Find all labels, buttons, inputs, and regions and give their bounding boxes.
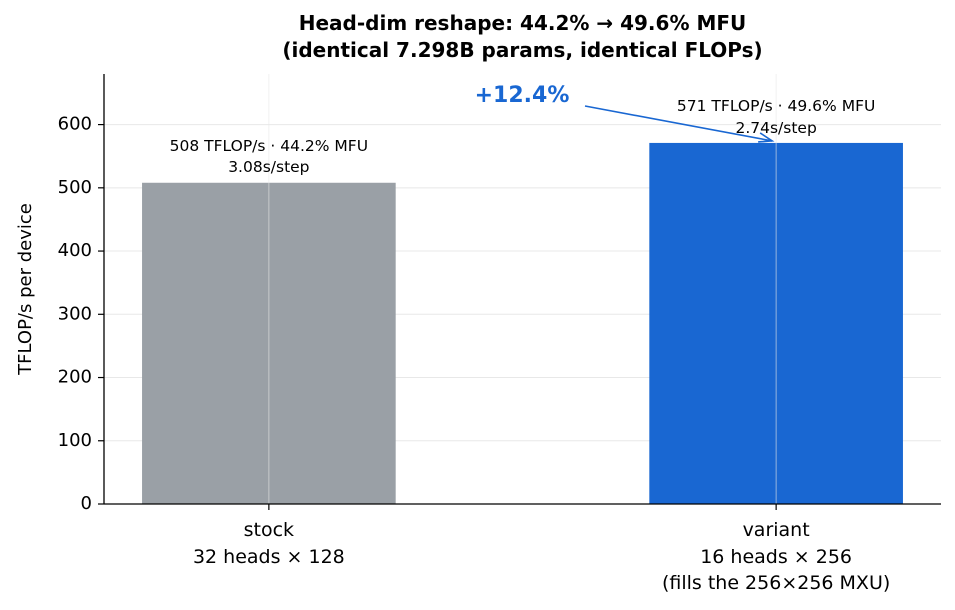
value-label: 508 TFLOP/s · 44.2% MFU 3.08s/step bbox=[169, 136, 369, 177]
y-tick-label: 0 bbox=[81, 493, 92, 514]
y-tick-label: 100 bbox=[58, 430, 92, 451]
y-tick-label: 500 bbox=[58, 177, 92, 198]
annotation-arrow bbox=[584, 105, 773, 142]
y-tick-label: 600 bbox=[58, 114, 92, 135]
y-axis-label: TFLOP/s per device bbox=[15, 203, 36, 376]
chart-title: Head-dim reshape: 44.2% → 49.6% MFU (ide… bbox=[282, 11, 763, 62]
y-tick-label: 200 bbox=[58, 367, 92, 388]
y-tick-label: 400 bbox=[58, 240, 92, 261]
value-label: 571 TFLOP/s · 49.6% MFU 2.74s/step bbox=[676, 96, 876, 137]
x-tick-label: variant 16 heads × 256 (fills the 256×25… bbox=[661, 519, 891, 595]
annotation: +12.4% bbox=[475, 83, 570, 108]
y-tick-label: 300 bbox=[58, 303, 92, 324]
annotation-arrowhead bbox=[758, 132, 775, 143]
x-tick-label: stock 32 heads × 128 bbox=[192, 519, 345, 568]
